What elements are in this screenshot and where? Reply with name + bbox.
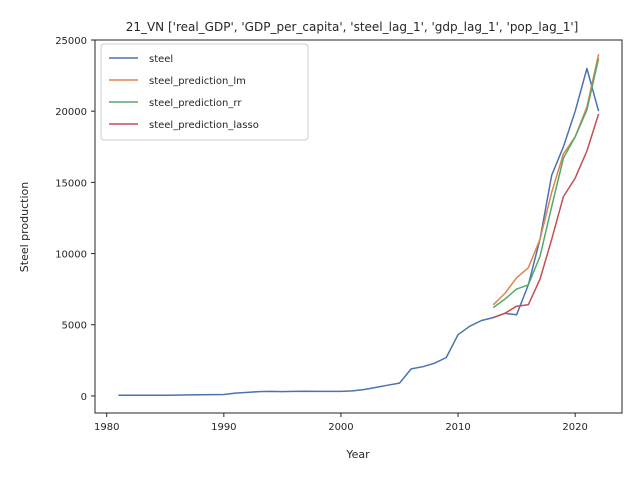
series-line-steel-prediction-lm — [492, 54, 600, 306]
chart-title: 21_VN ['real_GDP', 'GDP_per_capita', 'st… — [126, 20, 579, 34]
legend-label: steel_prediction_lm — [149, 76, 246, 87]
x-axis-label: Year — [345, 448, 370, 461]
x-tick-label: 2020 — [562, 422, 587, 433]
x-tick-label: 2000 — [328, 422, 353, 433]
y-tick-label: 20000 — [55, 107, 87, 118]
legend-label: steel — [149, 54, 173, 65]
x-tick-label: 2010 — [445, 422, 470, 433]
legend: steel steel_prediction_lm steel_prediction… — [100, 43, 309, 141]
y-tick-label: 0 — [81, 392, 87, 403]
series-line-steel — [118, 67, 600, 396]
y-tick-label: 15000 — [55, 178, 87, 189]
series-line-steel-prediction-rr — [492, 58, 600, 309]
series-line-steel-prediction-lasso — [492, 113, 600, 319]
x-axis: 1980 1990 2000 2010 2020 — [94, 413, 588, 433]
legend-label: steel_prediction_rr — [149, 98, 242, 109]
y-tick-label: 25000 — [55, 36, 87, 47]
plot-area-frame — [94, 39, 623, 414]
x-tick-label: 1980 — [94, 422, 119, 433]
legend-frame — [100, 43, 309, 141]
y-axis-label: Steel production — [18, 182, 31, 272]
legend-label: steel_prediction_lasso — [149, 120, 259, 131]
y-tick-label: 5000 — [62, 321, 87, 332]
x-tick-label: 1990 — [211, 422, 236, 433]
y-axis: 0 5000 10000 15000 20000 25000 — [55, 36, 95, 403]
series-layer — [118, 54, 600, 396]
y-tick-label: 10000 — [55, 250, 87, 261]
